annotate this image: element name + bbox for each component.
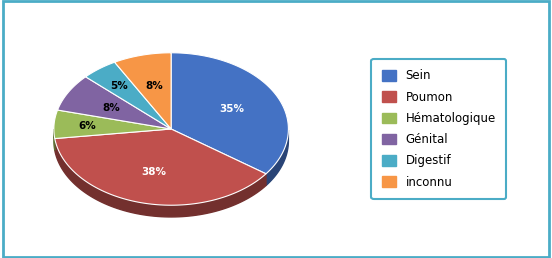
Text: 5%: 5% [110,81,128,91]
Polygon shape [266,130,288,186]
Text: 38%: 38% [142,167,167,177]
Text: 35%: 35% [219,104,244,114]
Polygon shape [115,53,171,129]
Text: 6%: 6% [78,120,95,131]
Polygon shape [54,129,55,150]
Text: 8%: 8% [103,103,120,113]
Polygon shape [55,129,266,205]
Polygon shape [55,139,266,217]
Polygon shape [54,110,171,139]
Polygon shape [57,77,171,129]
Polygon shape [86,62,171,129]
Polygon shape [171,53,288,174]
Legend: Sein, Poumon, Hématologique, Génital, Digestif, inconnu: Sein, Poumon, Hématologique, Génital, Di… [371,59,506,199]
Text: 8%: 8% [145,81,163,91]
